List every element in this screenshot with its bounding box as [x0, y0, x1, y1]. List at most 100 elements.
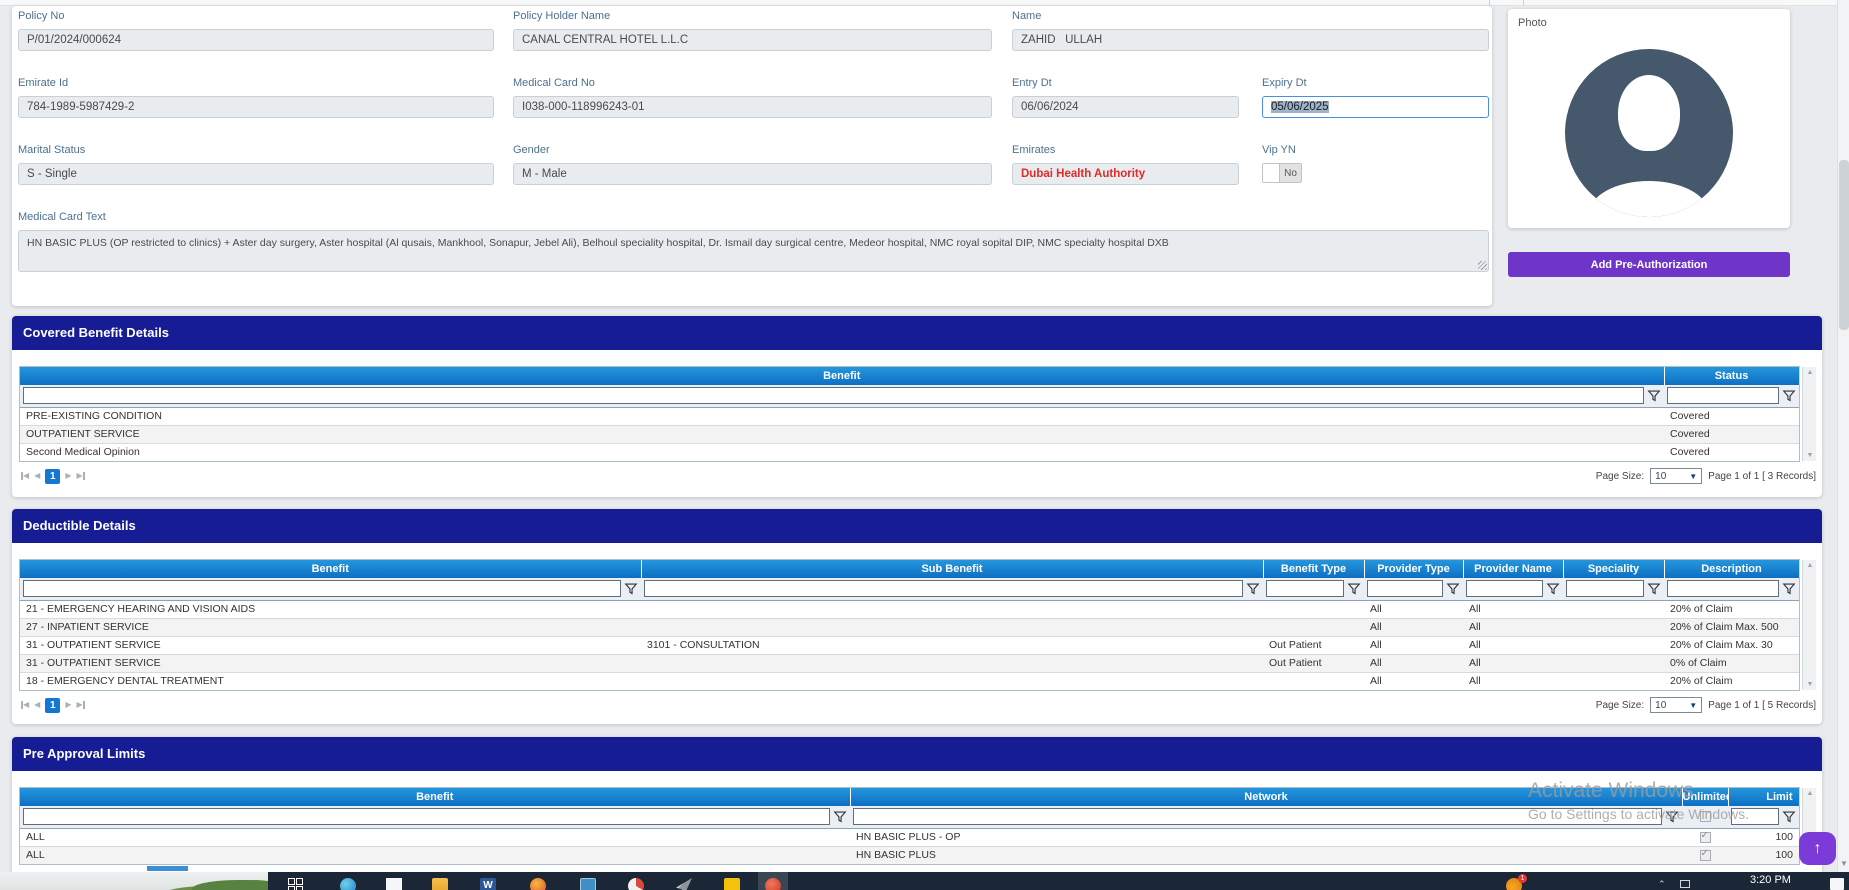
column-header-sub-benefit[interactable]: Sub Benefit [641, 560, 1264, 578]
file-explorer-icon[interactable] [432, 878, 448, 890]
description-filter-input[interactable] [1667, 580, 1779, 598]
filter-icon[interactable] [624, 582, 638, 596]
table-row[interactable]: ALL HN BASIC PLUS 100 [20, 845, 1799, 864]
current-page[interactable]: 1 [45, 697, 61, 713]
filter-icon[interactable] [1446, 582, 1460, 596]
page-size-select[interactable]: 10 ▼ [1650, 697, 1703, 713]
table-row[interactable]: OUTPATIENT SERVICE Covered [20, 424, 1799, 443]
column-header-benefit[interactable]: Benefit [20, 788, 851, 806]
page-size-select[interactable]: 10 ▼ [1650, 468, 1703, 484]
word-icon[interactable]: W [480, 878, 496, 890]
column-header-unlimited[interactable]: Unlimited [1682, 788, 1729, 806]
benefit-filter-input[interactable] [23, 387, 1644, 405]
resize-grip-icon[interactable] [1478, 261, 1487, 270]
page-scrollbar[interactable]: ▼ [1837, 0, 1849, 872]
yellow-app-icon[interactable] [724, 878, 740, 890]
table-row[interactable]: PRE-EXISTING CONDITION Covered [20, 406, 1799, 425]
status-filter-input[interactable] [1667, 387, 1779, 405]
expiry-dt-input[interactable]: 05/06/2025 [1262, 96, 1489, 118]
column-header-provider-name[interactable]: Provider Name [1463, 560, 1564, 578]
app-window-icon[interactable] [580, 878, 596, 890]
scroll-up-icon[interactable]: ▲ [1806, 562, 1814, 569]
last-page-button[interactable]: ▶ [76, 700, 85, 709]
filter-icon[interactable] [1647, 582, 1661, 596]
grid-vertical-scrollbar[interactable]: ▲ ▼ [1802, 560, 1816, 690]
column-header-benefit[interactable]: Benefit [20, 367, 1665, 385]
speciality-filter-input[interactable] [1566, 580, 1644, 598]
unlimited-filter-checkbox[interactable] [1699, 811, 1711, 823]
last-page-button[interactable]: ▶ [76, 471, 85, 480]
filter-icon[interactable] [1782, 582, 1796, 596]
emirate-id-input: 784-1989-5987429-2 [18, 96, 494, 118]
next-page-button[interactable]: ▶ [65, 700, 72, 709]
benefit-filter-input[interactable] [23, 808, 830, 826]
tray-network-icon[interactable] [1680, 880, 1690, 888]
horizontal-scrollbar-thumb[interactable] [147, 866, 188, 871]
table-row[interactable]: 31 - OUTPATIENT SERVICE Out Patient All All… [20, 653, 1799, 672]
paper-plane-icon[interactable] [676, 878, 692, 890]
first-page-button[interactable]: ◀ [21, 700, 30, 709]
column-header-description[interactable]: Description [1664, 560, 1800, 578]
provider-type-filter-input[interactable] [1367, 580, 1443, 598]
column-header-network[interactable]: Network [850, 788, 1683, 806]
scroll-up-icon[interactable]: ▲ [1806, 790, 1814, 797]
scroll-down-icon[interactable]: ▼ [1806, 681, 1814, 688]
grid-vertical-scrollbar[interactable]: ▲ ▼ [1802, 367, 1816, 461]
column-header-speciality[interactable]: Speciality [1563, 560, 1665, 578]
add-preauthorization-button[interactable]: Add Pre-Authorization [1508, 252, 1790, 277]
table-row[interactable]: Second Medical Opinion Covered [20, 442, 1799, 461]
filter-icon[interactable] [1246, 582, 1260, 596]
column-header-limit[interactable]: Limit [1728, 788, 1800, 806]
network-filter-input[interactable] [853, 808, 1662, 826]
windows-taskbar: W 1 ⌃ 3:20 PM [268, 872, 1849, 890]
provider-name-filter-input[interactable] [1466, 580, 1543, 598]
table-row[interactable]: 31 - OUTPATIENT SERVICE 3101 - CONSULTATI… [20, 635, 1799, 654]
pie-app-icon[interactable] [628, 878, 644, 890]
filter-icon[interactable] [1647, 389, 1661, 403]
photos-icon[interactable] [386, 878, 402, 890]
column-header-provider-type[interactable]: Provider Type [1364, 560, 1464, 578]
column-header-benefit-type[interactable]: Benefit Type [1263, 560, 1365, 578]
notification-app-icon[interactable]: 1 [1506, 874, 1527, 890]
marital-status-field: Marital Status S - Single [18, 144, 494, 185]
filter-icon[interactable] [1347, 582, 1361, 596]
table-row[interactable]: ALL HN BASIC PLUS - OP 100 [20, 827, 1799, 846]
show-desktop-icon[interactable] [1830, 878, 1844, 890]
avatar-shoulders [1589, 181, 1709, 217]
tray-arrow-icon[interactable]: ⌃ [1658, 879, 1666, 889]
scroll-down-icon[interactable]: ▼ [1840, 859, 1848, 868]
start-icon[interactable] [288, 878, 304, 890]
filter-icon[interactable] [1782, 810, 1796, 824]
table-row[interactable]: 21 - EMERGENCY HEARING AND VISION AIDS Al… [20, 599, 1799, 618]
desktop-wallpaper-strip [0, 872, 268, 890]
column-header-benefit[interactable]: Benefit [20, 560, 642, 578]
scroll-down-icon[interactable]: ▼ [1806, 452, 1814, 459]
chrome-icon[interactable] [530, 878, 546, 890]
scroll-top-button[interactable]: ↑ [1799, 832, 1836, 865]
current-page[interactable]: 1 [45, 468, 61, 484]
next-page-button[interactable]: ▶ [65, 471, 72, 480]
limit-filter-input[interactable] [1731, 808, 1779, 826]
active-app-icon[interactable] [765, 878, 781, 890]
prev-page-button[interactable]: ◀ [34, 471, 41, 480]
marital-status-input: S - Single [18, 163, 494, 185]
sub-benefit-filter-input[interactable] [644, 580, 1243, 598]
filter-icon[interactable] [1665, 810, 1679, 824]
vip-toggle[interactable]: No [1262, 163, 1302, 183]
benefit-type-filter-input[interactable] [1266, 580, 1344, 598]
edge-browser-icon[interactable] [340, 878, 356, 890]
filter-icon[interactable] [1782, 389, 1796, 403]
page-scrollbar-thumb[interactable] [1839, 160, 1849, 330]
first-page-button[interactable]: ◀ [21, 471, 30, 480]
benefit-filter-input[interactable] [23, 580, 621, 598]
avatar [1565, 49, 1733, 217]
column-header-status[interactable]: Status [1664, 367, 1800, 385]
filter-icon[interactable] [1546, 582, 1560, 596]
scroll-up-icon[interactable]: ▲ [1806, 369, 1814, 376]
table-row[interactable]: 27 - INPATIENT SERVICE All All 20% of Claim… [20, 617, 1799, 636]
taskbar-clock[interactable]: 3:20 PM [1750, 874, 1791, 886]
table-row[interactable]: 18 - EMERGENCY DENTAL TREATMENT All All 20%… [20, 671, 1799, 690]
chevron-down-icon: ▼ [1689, 471, 1698, 481]
prev-page-button[interactable]: ◀ [34, 700, 41, 709]
filter-icon[interactable] [833, 810, 847, 824]
